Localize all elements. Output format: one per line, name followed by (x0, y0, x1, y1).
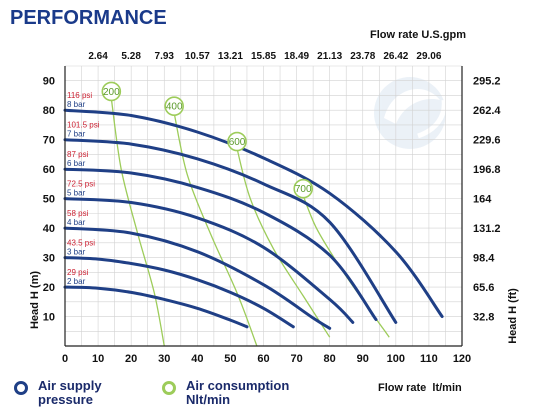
y-left-tick-label: 90 (43, 76, 55, 88)
air-consumption-curve-600 (236, 148, 331, 338)
legend-pressure-line-1: Air supply (38, 378, 102, 393)
top-axis-title: Flow rate U.S.gpm (370, 29, 466, 41)
top-tick-label: 5.28 (121, 51, 141, 62)
air-consumption-marker-400 (164, 96, 184, 116)
x-tick-label: 60 (257, 353, 269, 365)
y-right-tick-label: 164 (473, 194, 492, 206)
air-consumption-marker-700 (293, 178, 314, 199)
y-left-tick-label: 50 (43, 194, 55, 206)
pressure-bar-label: 6 bar (67, 159, 86, 168)
x-axis-title: Flow rate lt/min (378, 382, 462, 394)
air-consumption-label: 200 (103, 87, 120, 98)
x-tick-label: 50 (224, 353, 236, 365)
top-tick-label: 21.13 (317, 51, 342, 62)
y-right-tick-label: 32.8 (473, 312, 494, 324)
legend-pressure: Air supply pressure (14, 379, 102, 407)
legend-pressure-marker (14, 381, 28, 395)
y-right-tick-label: 262.4 (473, 105, 501, 117)
air-consumption-marker-200 (101, 81, 122, 102)
pressure-curve-6-bar (63, 167, 378, 321)
x-tick-label: 100 (387, 353, 405, 365)
x-tick-label: 20 (125, 353, 137, 365)
legend-pressure-line-2: pressure (38, 392, 93, 407)
pressure-psi-label: 43.5 psi (67, 239, 95, 248)
y-right-tick-label: 98.4 (473, 253, 495, 265)
y-right-tick-label: 65.6 (473, 282, 494, 294)
top-tick-label: 13.21 (218, 51, 243, 62)
pressure-curve-8-bar (63, 108, 444, 318)
top-tick-label: 18.49 (284, 51, 309, 62)
air-consumption-label: 700 (295, 184, 312, 195)
legend-consumption-text: Air consumption Nlt/min (186, 379, 289, 407)
y-left-axis-title: Head H (m) (29, 271, 41, 329)
x-tick-label: 90 (357, 353, 369, 365)
pressure-curve-4-bar (63, 226, 332, 330)
pressure-bar-label: 5 bar (67, 189, 86, 198)
y-left-tick-label: 30 (43, 253, 55, 265)
y-left-tick-label: 80 (43, 105, 55, 117)
y-left-tick-label: 60 (43, 164, 55, 176)
legend-consumption-line-2: Nlt/min (186, 392, 231, 407)
pressure-psi-label: 29 psi (67, 268, 89, 277)
x-tick-label: 70 (290, 353, 302, 365)
pressure-psi-label: 101.5 psi (67, 121, 100, 130)
x-tick-label: 0 (62, 353, 68, 365)
x-tick-label: 110 (420, 353, 438, 365)
watermark-logo (374, 77, 447, 149)
pressure-curve-7-bar (63, 138, 398, 324)
legend-consumption: Air consumption Nlt/min (162, 379, 289, 407)
pressure-bar-label: 3 bar (67, 248, 86, 257)
x-tick-label: 80 (324, 353, 336, 365)
y-right-tick-label: 295.2 (473, 76, 501, 88)
x-tick-label: 30 (158, 353, 170, 365)
y-left-tick-label: 70 (43, 135, 55, 147)
pressure-bar-label: 8 bar (67, 100, 86, 109)
legend-consumption-line-1: Air consumption (186, 378, 290, 393)
pressure-bar-label: 2 bar (67, 277, 86, 286)
pressure-psi-label: 87 psi (67, 150, 89, 159)
y-left-tick-label: 10 (43, 312, 55, 324)
y-right-tick-label: 196.8 (473, 164, 501, 176)
y-left-tick-label: 20 (43, 282, 55, 294)
pressure-psi-label: 72.5 psi (67, 180, 95, 189)
top-tick-label: 2.64 (88, 51, 108, 62)
x-tick-label: 120 (453, 353, 471, 365)
pressure-curve-5-bar (63, 197, 355, 324)
top-tick-label: 23.78 (350, 51, 375, 62)
top-tick-label: 10.57 (185, 51, 210, 62)
legend-pressure-text: Air supply pressure (38, 379, 102, 407)
top-tick-label: 15.85 (251, 51, 276, 62)
air-consumption-label: 400 (166, 102, 183, 113)
chart-title: PERFORMANCE (10, 7, 167, 29)
legend-consumption-marker (162, 381, 176, 395)
pressure-curve-3-bar (63, 256, 295, 329)
y-right-axis-title: Head H (ft) (507, 288, 519, 344)
pressure-psi-label: 58 psi (67, 209, 89, 218)
top-tick-label: 7.93 (155, 51, 175, 62)
y-left-tick-label: 40 (43, 223, 55, 235)
x-tick-label: 40 (191, 353, 203, 365)
pressure-curve-2-bar (63, 285, 249, 329)
y-right-tick-label: 131.2 (473, 223, 501, 235)
air-consumption-marker-600 (227, 131, 247, 152)
pressure-psi-label: 116 psi (67, 91, 92, 100)
pressure-bar-label: 7 bar (67, 130, 86, 139)
x-tick-label: 10 (92, 353, 104, 365)
y-right-tick-label: 229.6 (473, 135, 501, 147)
top-tick-label: 29.06 (416, 51, 441, 62)
air-consumption-curve-400 (173, 113, 258, 347)
top-tick-label: 26.42 (383, 51, 408, 62)
air-consumption-label: 600 (229, 137, 246, 148)
pressure-bar-label: 4 bar (67, 218, 86, 227)
air-consumption-curve-200 (110, 98, 165, 347)
